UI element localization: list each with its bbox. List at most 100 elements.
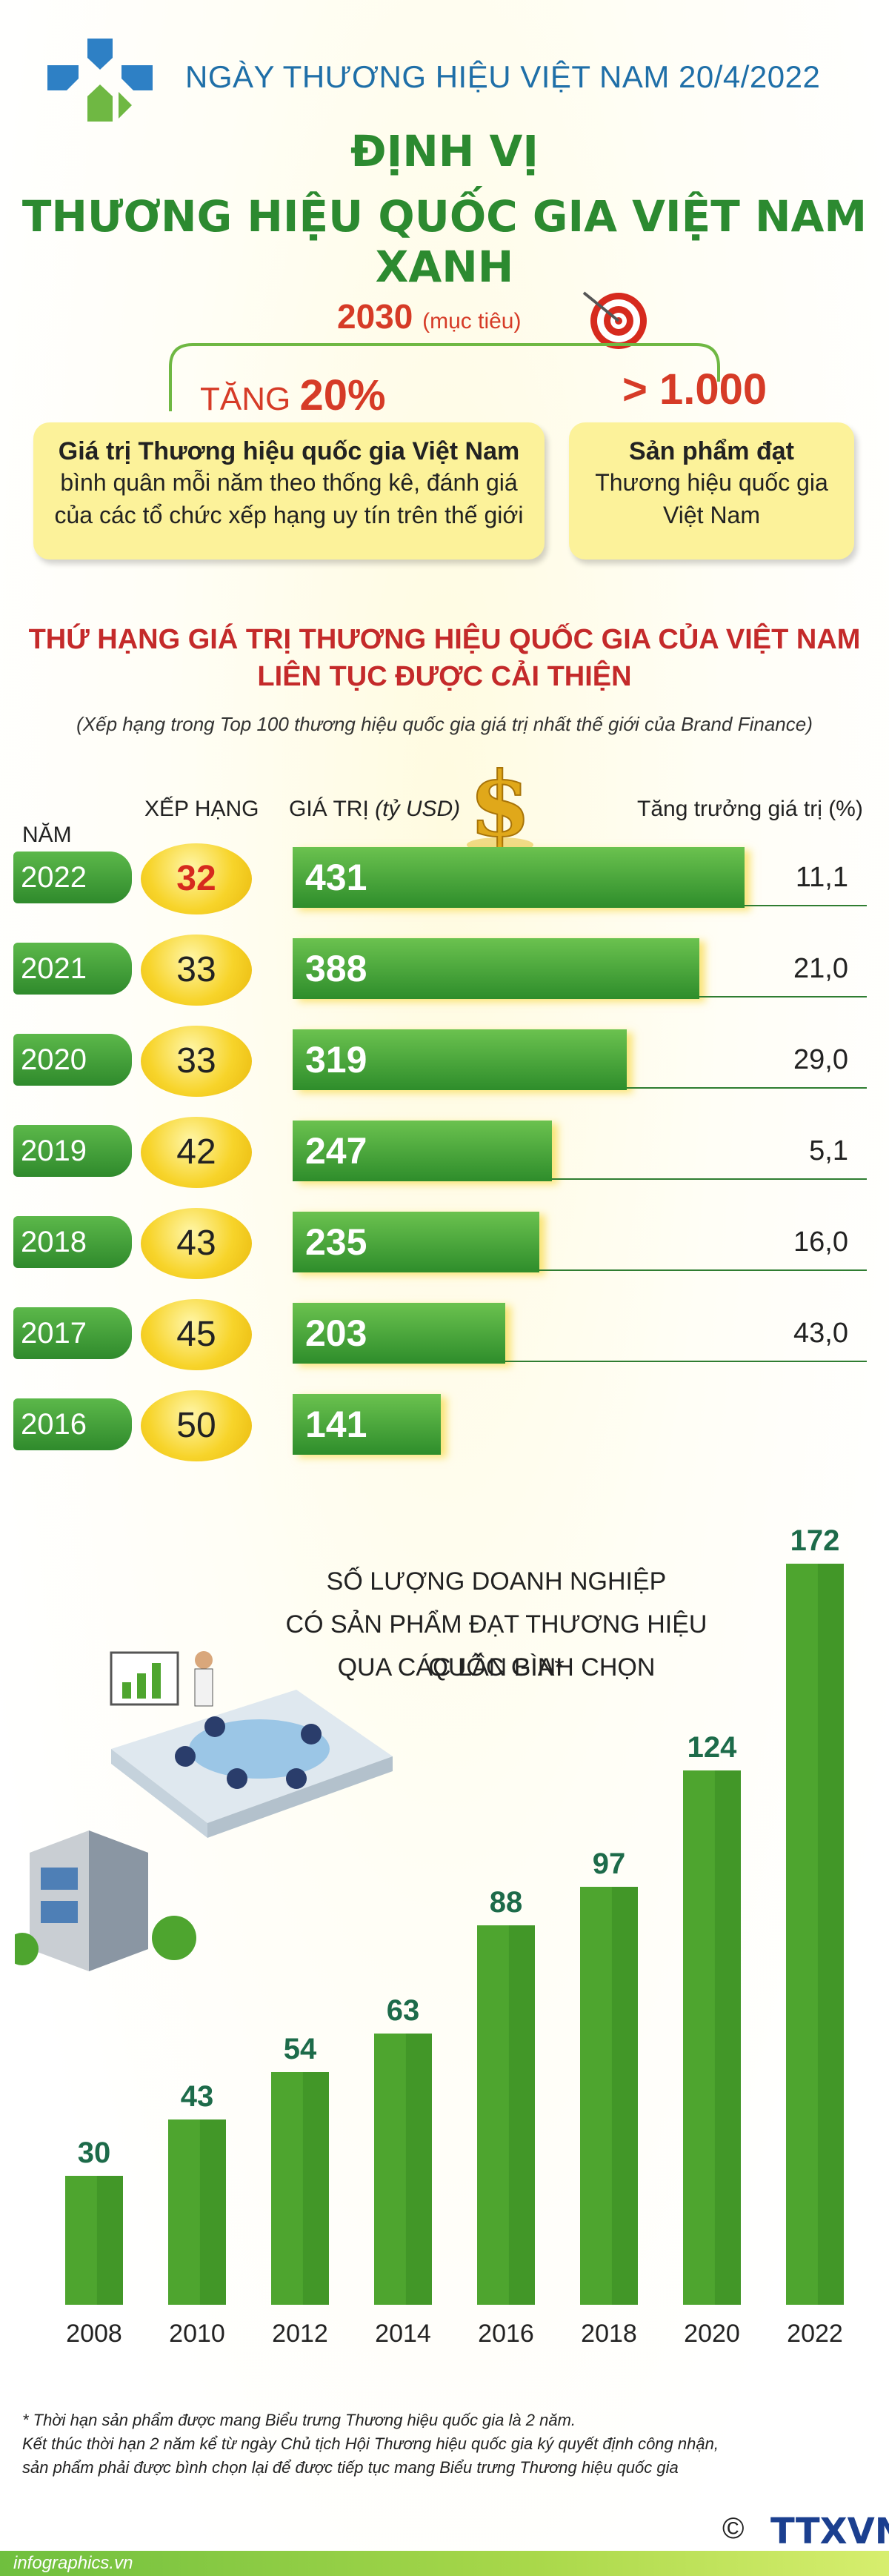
value-label: 203 — [305, 1312, 367, 1354]
enterprise-bar-shade — [508, 1925, 535, 2305]
enterprise-bar-shade — [302, 2072, 329, 2305]
enterprise-bar-shade — [817, 1564, 844, 2305]
rank-circle: 32 — [141, 843, 252, 914]
growth-label: 5,1 — [809, 1135, 848, 1166]
growth-underline — [539, 1269, 867, 1271]
right-stat-value: > 1.000 — [622, 365, 768, 414]
svg-text:$: $ — [469, 752, 531, 856]
growth-label: 16,0 — [793, 1226, 848, 1258]
value-label: 235 — [305, 1221, 367, 1263]
enterprise-bar-shade — [714, 1770, 741, 2305]
main-title-line2: THƯƠNG HIỆU QUỐC GIA VIỆT NAM XANH — [21, 191, 868, 292]
enterprise-year-label: 2016 — [478, 2320, 534, 2348]
enterprise-value-label: 172 — [790, 1524, 840, 1557]
year-tab: 2019 — [13, 1125, 132, 1177]
main-title-line1: ĐỊNH VỊ — [350, 126, 539, 176]
year-tab: 2022 — [13, 852, 132, 903]
enterprise-bar-shade — [405, 2034, 432, 2305]
footer-bar — [0, 2551, 889, 2576]
rank-circle: 33 — [141, 1026, 252, 1097]
header-title: NGÀY THƯƠNG HIỆU VIỆT NAM 20/4/2022 — [185, 59, 821, 94]
value-label: 141 — [305, 1404, 367, 1445]
enterprise-value-label: 97 — [593, 1848, 626, 1880]
year-tab: 2021 — [13, 943, 132, 995]
chart2-title-line2: CÓ SẢN PHẨM ĐẠT THƯƠNG HIỆU QUỐC GIA* — [285, 1610, 707, 1682]
rank-circle: 43 — [141, 1208, 252, 1279]
enterprise-bar-shade — [199, 2119, 226, 2305]
left-box-text-line1: bình quân mỗi năm theo thống kê, đánh gi… — [60, 469, 518, 496]
value-bar — [293, 1212, 539, 1272]
enterprise-year-label: 2012 — [272, 2320, 328, 2348]
chart2-title-line1: SỐ LƯỢNG DOANH NGHIỆP — [326, 1567, 667, 1596]
enterprise-value-label: 124 — [687, 1731, 737, 1764]
right-target-box: Sản phẩm đạt Thương hiệu quốc gia Việt N… — [569, 422, 854, 560]
left-target-box: Giá trị Thương hiệu quốc gia Việt Nam bì… — [33, 422, 545, 560]
rank-circle: 50 — [141, 1390, 252, 1461]
enterprise-value-label: 30 — [78, 2137, 111, 2169]
value-label: 247 — [305, 1130, 367, 1172]
enterprise-value-label: 43 — [181, 2080, 214, 2113]
growth-underline — [552, 1178, 867, 1180]
enterprise-year-label: 2020 — [684, 2320, 740, 2348]
enterprise-value-label: 88 — [490, 1886, 523, 1919]
target-bracket — [169, 343, 720, 411]
ttxvn-logo: TTXVN — [770, 2511, 889, 2552]
enterprise-year-label: 2018 — [581, 2320, 637, 2348]
value-label: 431 — [305, 857, 367, 898]
value-label: 388 — [305, 948, 367, 989]
footnote-line2: Kết thúc thời hạn 2 năm kể từ ngày Chủ t… — [22, 2434, 719, 2453]
enterprise-bars: 30 2008 43 2010 54 2012 63 2014 88 2016 97 2018 124 2… — [65, 1524, 844, 2348]
footnote-line1: * Thời hạn sản phẩm được mang Biểu trưng… — [22, 2411, 576, 2429]
target-year-row: 2030 (mục tiêu) — [337, 296, 559, 336]
dollar-sign-icon: $ — [467, 752, 533, 856]
left-stat-value: 20% — [299, 371, 386, 419]
year-tab: 2020 — [13, 1034, 132, 1086]
footnote-line3: sản phẩm phải được bình chọn lại để được… — [22, 2458, 679, 2477]
target-year: 2030 — [337, 297, 413, 336]
chart2-title-line3: QUA CÁC LẦN BÌNH CHỌN — [337, 1653, 656, 1682]
year-tab: 2017 — [13, 1307, 132, 1359]
rank-circle: 45 — [141, 1299, 252, 1370]
right-box-text-line2: Việt Nam — [662, 502, 760, 528]
rank-circle: 33 — [141, 935, 252, 1006]
right-box-title: Sản phẩm đạt — [629, 437, 794, 465]
enterprise-year-label: 2022 — [787, 2320, 843, 2348]
col-growth-header: Tăng trưởng giá trị (%) — [637, 797, 863, 821]
enterprise-count-chart: 30 2008 43 2010 54 2012 63 2014 88 2016 97 2018 124 2… — [65, 1524, 844, 2348]
growth-label: 11,1 — [795, 862, 848, 893]
enterprise-year-label: 2008 — [66, 2320, 122, 2348]
rank-circle: 42 — [141, 1117, 252, 1188]
value-label: 319 — [305, 1039, 367, 1080]
left-stat-prefix: TĂNG — [200, 381, 291, 417]
enterprise-bar-shade — [96, 2176, 123, 2305]
col-year-header: NĂM — [22, 823, 72, 847]
value-bar — [293, 1029, 627, 1090]
value-bar — [293, 1121, 552, 1181]
vietnam-brand-logo-icon — [47, 39, 153, 122]
office-meeting-illustration — [15, 1651, 393, 1971]
copyright-mark: © — [722, 2512, 745, 2545]
year-tab: 2016 — [13, 1398, 132, 1450]
growth-underline — [699, 996, 867, 997]
dartboard-icon — [582, 291, 647, 349]
value-bar — [293, 847, 745, 908]
left-stat: TĂNG 20% — [200, 371, 386, 420]
growth-underline — [505, 1361, 867, 1362]
footer-site: infographics.vn — [13, 2553, 133, 2573]
ranking-title-line1: THỨ HẠNG GIÁ TRỊ THƯƠNG HIỆU QUỐC GIA CỦ… — [28, 624, 861, 655]
target-note: (mục tiêu) — [422, 309, 522, 333]
growth-label: 29,0 — [793, 1044, 848, 1075]
enterprise-bar-shade — [611, 1887, 638, 2305]
enterprise-year-label: 2010 — [169, 2320, 225, 2348]
value-bar — [293, 1394, 441, 1455]
growth-label: 43,0 — [793, 1318, 848, 1349]
left-box-text-line2: của các tổ chức xếp hạng uy tín trên thế… — [54, 502, 524, 528]
col-value-header: GIÁ TRỊ (tỷ USD) — [289, 797, 460, 822]
enterprise-year-label: 2014 — [375, 2320, 431, 2348]
ranking-title-line2: LIÊN TỤC ĐƯỢC CẢI THIỆN — [257, 661, 632, 692]
growth-label: 21,0 — [793, 953, 848, 984]
col-value-unit: (tỷ USD) — [375, 797, 461, 821]
enterprise-value-label: 63 — [387, 1994, 420, 2027]
value-bar — [293, 1303, 505, 1364]
